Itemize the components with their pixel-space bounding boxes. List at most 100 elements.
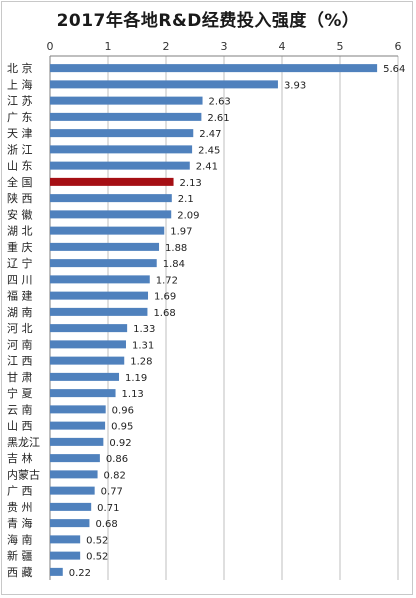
data-label: 1.69 <box>154 292 176 303</box>
category-label: 西 藏 <box>7 566 33 579</box>
data-label: 0.52 <box>86 552 108 563</box>
category-label: 江 西 <box>7 355 33 368</box>
data-label: 2.13 <box>180 178 202 189</box>
bar <box>50 405 106 414</box>
category-label: 宁 夏 <box>7 386 33 400</box>
category-label: 北 京 <box>7 61 33 75</box>
bar <box>50 437 104 446</box>
data-label: 2.63 <box>209 97 231 108</box>
bar <box>50 567 63 576</box>
bar <box>50 210 172 219</box>
category-label: 江 苏 <box>7 95 33 108</box>
data-label: 2.47 <box>199 129 221 140</box>
bar <box>50 389 116 398</box>
bar <box>50 226 165 235</box>
data-label: 1.84 <box>163 259 185 270</box>
category-label: 山 东 <box>7 160 33 173</box>
category-label: 吉 林 <box>7 451 33 465</box>
data-label: 2.45 <box>198 145 220 156</box>
bar <box>50 291 149 300</box>
data-label: 1.31 <box>132 340 154 351</box>
category-label: 海 南 <box>7 532 33 546</box>
data-label: 0.52 <box>86 535 108 546</box>
category-label: 辽 宁 <box>7 256 33 270</box>
category-label: 青 海 <box>7 516 33 530</box>
category-label: 山 西 <box>7 420 33 433</box>
bar <box>50 259 157 268</box>
bar <box>50 470 98 479</box>
category-label: 全 国 <box>7 175 33 189</box>
category-label: 广 东 <box>7 111 33 124</box>
x-tick-label: 4 <box>279 40 286 53</box>
bar <box>50 519 90 528</box>
data-label: 0.68 <box>95 519 117 530</box>
data-label: 5.64 <box>383 64 405 75</box>
bar <box>50 502 92 511</box>
bar <box>50 340 126 349</box>
data-label: 2.09 <box>177 210 199 221</box>
category-label: 陕 西 <box>7 191 33 205</box>
category-label: 河 南 <box>7 338 33 351</box>
x-tick-label: 2 <box>163 40 170 53</box>
data-label: 2.61 <box>207 113 229 124</box>
bar <box>50 535 81 544</box>
data-label: 1.88 <box>165 243 187 254</box>
data-label: 0.22 <box>69 568 91 579</box>
data-label: 0.82 <box>104 470 126 481</box>
bar <box>50 64 378 73</box>
data-label: 1.68 <box>153 308 175 319</box>
data-label: 2.1 <box>178 194 194 205</box>
bar <box>50 96 203 105</box>
data-label: 0.77 <box>101 487 123 498</box>
category-label: 云 南 <box>7 403 33 416</box>
bar <box>50 356 125 365</box>
data-label: 0.86 <box>106 454 128 465</box>
category-label: 广 西 <box>7 485 33 498</box>
bar <box>50 194 172 203</box>
category-label: 上 海 <box>7 77 33 91</box>
x-tick-label: 5 <box>337 40 344 53</box>
data-label: 2.41 <box>196 162 218 173</box>
data-label: 1.28 <box>130 357 152 368</box>
bar <box>50 80 278 89</box>
category-label: 浙 江 <box>7 143 33 156</box>
category-label: 湖 南 <box>7 306 33 319</box>
bar-highlight <box>50 177 174 186</box>
category-label: 贵 州 <box>7 501 33 514</box>
data-label: 1.72 <box>156 275 178 286</box>
data-label: 1.33 <box>133 324 155 335</box>
category-label: 河 北 <box>7 322 33 335</box>
x-tick-label: 3 <box>221 40 228 53</box>
bar <box>50 242 160 251</box>
data-label: 1.97 <box>170 227 192 238</box>
x-tick-label: 6 <box>395 40 402 53</box>
category-label: 黑龙江 <box>7 436 40 449</box>
bar <box>50 112 202 121</box>
data-label: 0.96 <box>112 405 134 416</box>
bar <box>50 551 81 560</box>
category-label: 安 徽 <box>7 207 33 221</box>
data-label: 0.92 <box>109 438 131 449</box>
data-label: 0.95 <box>111 422 133 433</box>
bar <box>50 145 193 154</box>
bar <box>50 372 120 381</box>
category-label: 湖 北 <box>7 225 33 238</box>
category-label: 内蒙古 <box>7 467 40 481</box>
chart-title: 2017年各地R&D经费投入强度（%） <box>56 11 360 31</box>
bar <box>50 307 148 316</box>
category-label: 天 津 <box>7 127 33 140</box>
bar <box>50 129 194 138</box>
bar <box>50 486 95 495</box>
category-label: 甘 肃 <box>7 371 33 384</box>
x-tick-label: 1 <box>105 40 112 53</box>
category-label: 重 庆 <box>7 240 33 254</box>
data-label: 0.71 <box>97 503 119 514</box>
category-label: 四 川 <box>7 273 33 286</box>
data-label: 1.13 <box>122 389 144 400</box>
data-label: 3.93 <box>284 80 306 91</box>
bar <box>50 161 190 170</box>
data-label: 1.19 <box>125 373 147 384</box>
bar <box>50 324 128 333</box>
bar <box>50 421 106 430</box>
